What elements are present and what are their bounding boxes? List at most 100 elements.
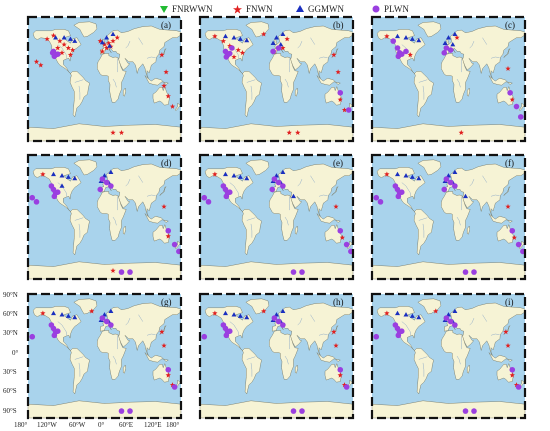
map-panel: (e)	[198, 153, 355, 281]
river	[456, 355, 461, 365]
plwn-station-marker	[509, 366, 516, 373]
ggmwn-station-marker	[231, 35, 237, 40]
ggmwn-station-marker	[280, 308, 286, 314]
river	[456, 216, 461, 226]
fnwn-station-marker	[59, 50, 65, 56]
land-indonesia	[488, 352, 513, 363]
ggmwn-station-marker	[395, 33, 400, 39]
fnwn-station-marker	[505, 65, 511, 71]
river	[74, 356, 84, 360]
fnwn-station-marker	[433, 308, 439, 314]
plwn-station-marker	[127, 408, 133, 414]
fnwn-station-marker	[110, 267, 116, 273]
plwn-station-marker	[443, 315, 450, 321]
ggmwn-station-marker	[108, 308, 114, 314]
ggmwn-station-marker	[51, 310, 56, 316]
ggmwn-station-marker	[278, 41, 284, 47]
fnwn-station-marker	[212, 171, 218, 177]
ggmwn-station-marker	[280, 31, 286, 37]
river	[482, 314, 487, 322]
fnwn-station-marker	[454, 34, 460, 40]
legend-label: FNWN	[246, 4, 273, 14]
legend-label: FNRWWN	[172, 4, 213, 14]
river	[112, 355, 117, 365]
panel-label: (e)	[333, 158, 343, 168]
ggmwn-station-marker	[244, 175, 250, 181]
land-africa	[441, 330, 471, 380]
ggmwn-station-marker	[110, 31, 116, 37]
ggmwn-station-marker	[223, 171, 228, 177]
fnwn-station-marker	[333, 203, 339, 209]
river	[490, 56, 500, 59]
plwn-station-marker	[441, 186, 448, 193]
ggmwn-station-marker	[237, 174, 243, 179]
river	[138, 37, 143, 45]
land-africa	[97, 191, 127, 241]
land-africa	[97, 330, 127, 380]
plwn-station-marker	[507, 89, 513, 96]
plwn-station-marker	[33, 199, 40, 205]
fnwn-station-marker	[339, 234, 345, 240]
ggmwn-station-marker	[244, 314, 250, 320]
land-australia	[324, 86, 342, 106]
land-japan	[159, 186, 167, 196]
river	[482, 37, 487, 45]
river	[250, 362, 253, 377]
fnwn-station-marker	[165, 372, 171, 378]
legend-label: GGMWN	[308, 4, 344, 14]
lon-label: 120°W	[37, 421, 57, 429]
fnwn-station-marker	[212, 33, 218, 39]
lon-label: 120°E	[144, 421, 162, 429]
river	[57, 182, 67, 197]
lat-label: 0°	[12, 349, 19, 357]
plwn-station-marker	[226, 50, 233, 57]
river	[318, 333, 328, 336]
purple-circle-icon	[372, 5, 380, 13]
ggmwn-station-marker	[108, 169, 114, 175]
river	[456, 78, 461, 88]
ggmwn-station-marker	[446, 173, 451, 178]
ggmwn-station-marker	[403, 35, 409, 40]
ggmwn-station-marker	[59, 173, 65, 178]
fnwn-station-marker	[280, 45, 286, 51]
fnwn-station-marker	[341, 382, 348, 388]
fnwn-station-marker	[384, 310, 390, 316]
ggmwn-station-marker	[446, 312, 451, 317]
plwn-station-marker	[345, 107, 352, 113]
panel-label: (f)	[505, 158, 514, 168]
plwn-station-marker	[443, 176, 450, 182]
river	[57, 321, 67, 336]
plwn-station-marker	[447, 318, 454, 325]
plwn-station-marker	[377, 199, 384, 205]
plwn-station-marker	[452, 183, 458, 189]
ggmwn-station-marker	[102, 312, 107, 317]
plwn-station-marker	[443, 45, 450, 51]
river	[112, 216, 117, 226]
legend-item-ggmwn: GGMWN	[296, 3, 344, 15]
ggmwn-station-marker	[59, 183, 65, 188]
land-madagascar	[122, 225, 126, 235]
ggmwn-station-marker	[395, 171, 400, 177]
plwn-station-marker	[373, 194, 380, 201]
legend-item-plwn: PLWN	[372, 3, 409, 15]
plwn-station-marker	[171, 384, 178, 390]
river	[146, 56, 156, 59]
land-eurasia	[272, 25, 354, 79]
land-japan	[503, 186, 511, 196]
fnwn-station-marker	[161, 342, 167, 348]
fnwn-station-marker	[509, 372, 515, 378]
river	[57, 44, 67, 59]
ggmwn-station-marker	[395, 310, 400, 316]
ggmwn-station-marker	[237, 313, 243, 318]
panel-label: (b)	[333, 20, 344, 30]
plwn-station-marker	[462, 269, 469, 275]
lat-label: 30°S	[3, 368, 17, 376]
fnwn-station-marker	[65, 45, 71, 51]
river	[490, 194, 500, 197]
fnwn-station-marker	[511, 234, 517, 240]
plwn-station-marker	[509, 227, 516, 234]
river	[297, 179, 303, 187]
plwn-station-marker	[275, 318, 282, 325]
fnwn-station-marker	[503, 329, 509, 335]
river	[297, 41, 303, 49]
